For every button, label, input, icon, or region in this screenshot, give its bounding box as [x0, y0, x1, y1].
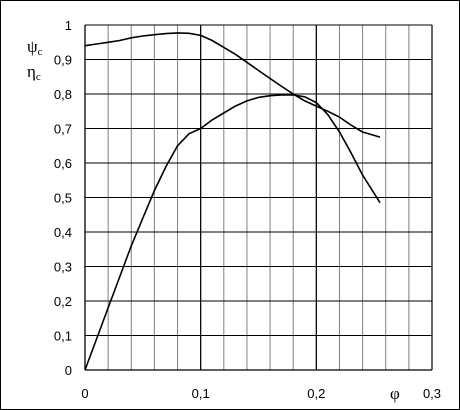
y-tick-label: 1	[65, 18, 72, 33]
x-axis-label: φ	[390, 384, 400, 403]
y-axis-label-psi: ψc	[27, 37, 43, 58]
y-tick-label: 0,2	[54, 294, 72, 309]
y-tick-label: 0,9	[54, 53, 72, 68]
y-tick-label: 0,7	[54, 122, 72, 137]
y-tick-label: 0,4	[54, 225, 72, 240]
y-tick-label: 0,8	[54, 87, 72, 102]
x-tick-label: 0	[81, 386, 88, 401]
series-line-2	[84, 94, 381, 371]
series-line-1	[84, 32, 381, 138]
y-tick-label: 0,3	[54, 260, 72, 275]
x-tick-labels: 0 0,1 0,2 0,3	[81, 386, 441, 401]
y-tick-labels: 0 0,1 0,2 0,3 0,4 0,5 0,6 0,7 0,8 0,9 1	[54, 18, 72, 378]
y-tick-label: 0,5	[54, 191, 72, 206]
x-tick-label: 0,1	[192, 386, 210, 401]
y-tick-label: 0,6	[54, 156, 72, 171]
y-tick-label: 0	[65, 363, 72, 378]
axes	[84, 25, 432, 371]
series-group	[84, 32, 381, 371]
x-tick-label: 0,3	[423, 386, 441, 401]
x-tick-label: 0,2	[307, 386, 325, 401]
y-axis-label-eta: ηc	[27, 62, 41, 83]
y-tick-label: 0,1	[54, 329, 72, 344]
grid	[85, 24, 433, 370]
